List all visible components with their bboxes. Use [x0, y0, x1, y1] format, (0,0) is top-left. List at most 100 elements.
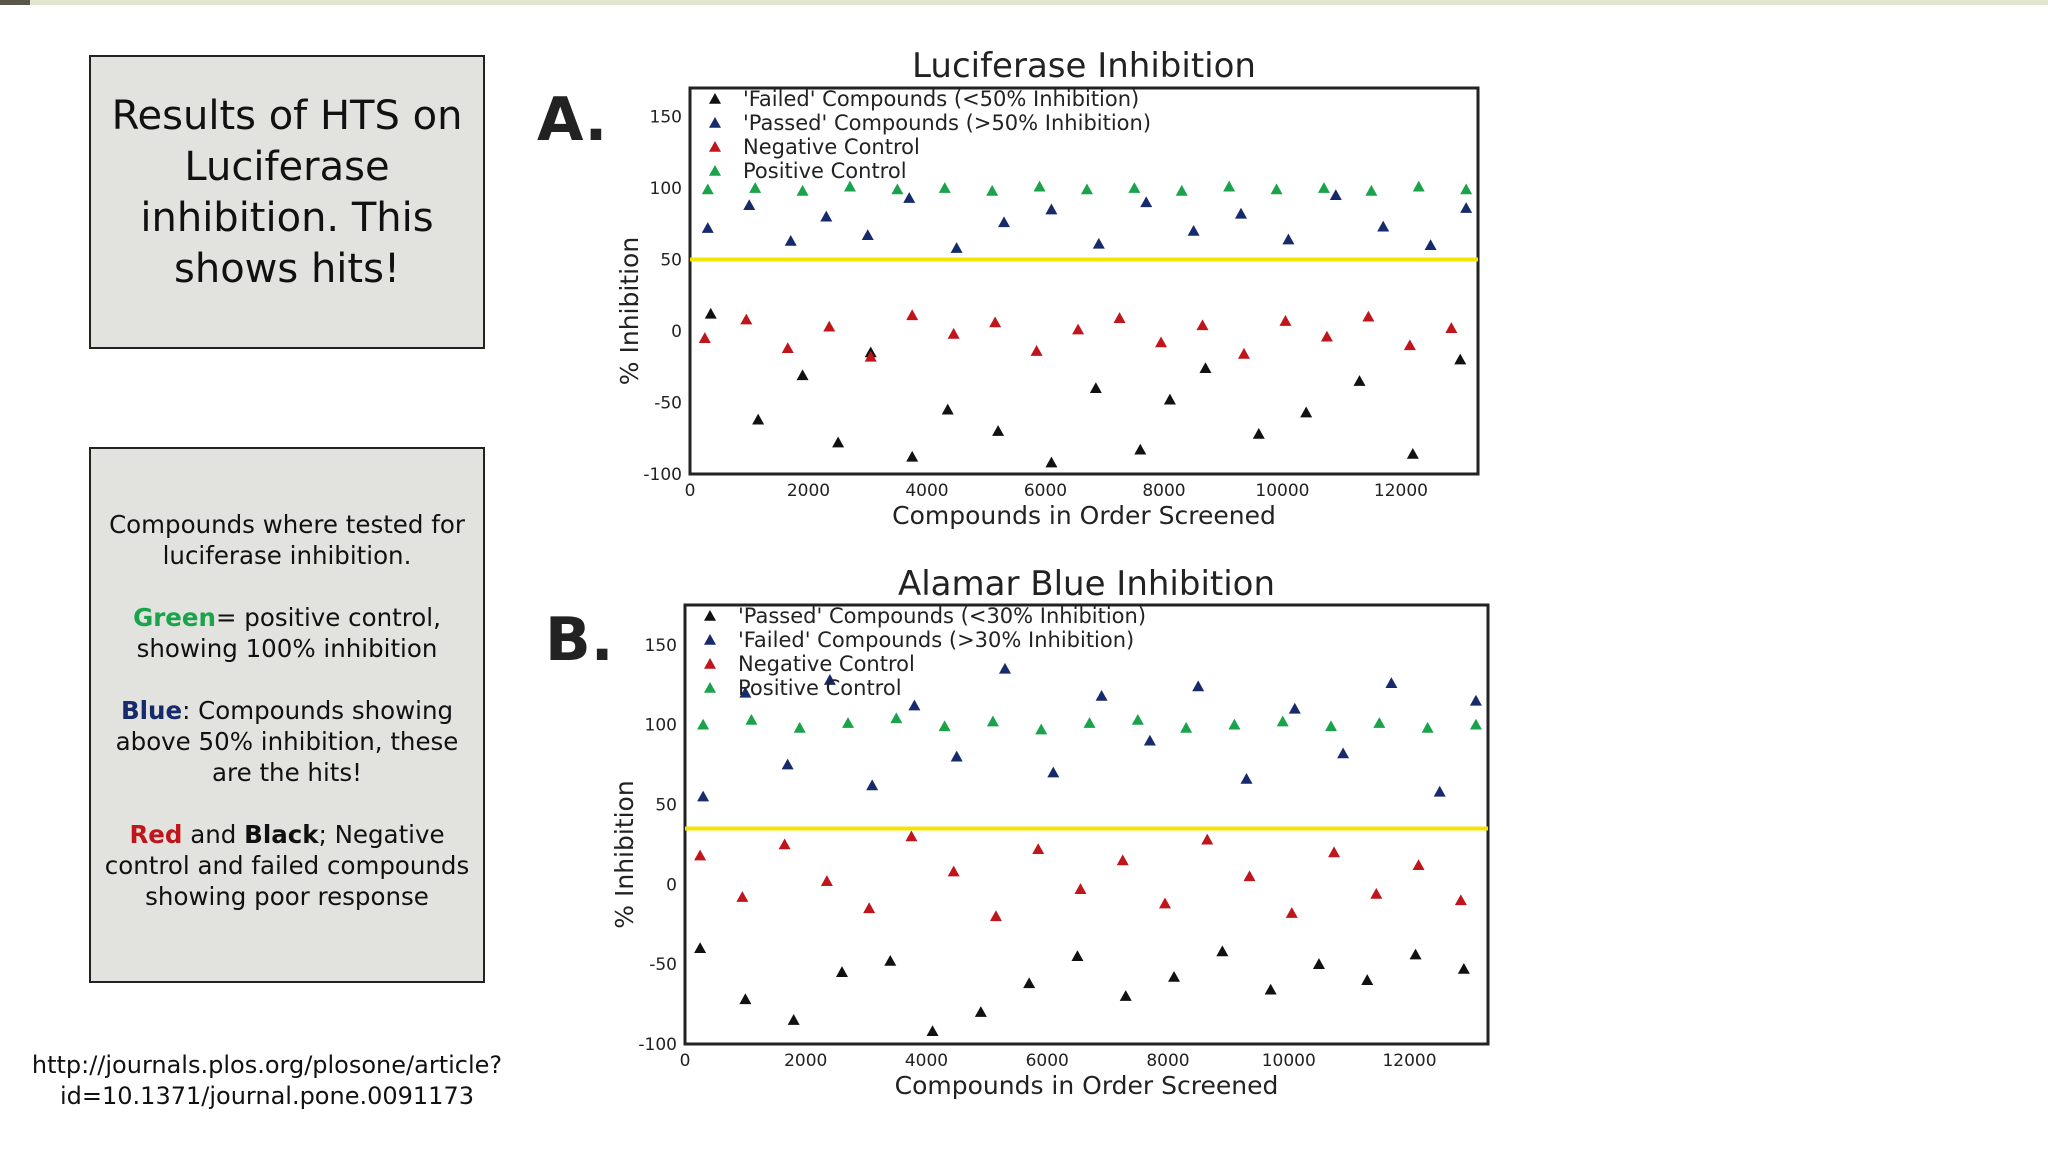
data-point-2: [1192, 680, 1205, 692]
data-point-2: [866, 779, 879, 791]
data-point-3: [1328, 846, 1341, 858]
data-point-1: [926, 1025, 939, 1037]
data-point-4: [1175, 184, 1188, 196]
data-point-1: [704, 307, 717, 319]
x-tick-label: 8000: [1142, 481, 1185, 501]
data-point-2: [1469, 694, 1482, 706]
x-tick-label: 6000: [1024, 481, 1067, 501]
data-point-3: [947, 865, 960, 877]
legend-marker: [704, 658, 716, 669]
y-tick-label: 50: [660, 251, 682, 271]
data-point-2: [784, 234, 797, 246]
data-point-2: [1282, 233, 1295, 245]
data-point-1: [752, 413, 765, 425]
data-point-3: [1445, 322, 1458, 333]
data-point-3: [1403, 339, 1416, 351]
explanation-intro: Compounds where tested for luciferase in…: [109, 510, 465, 570]
data-point-3: [905, 830, 918, 842]
citation-link[interactable]: http://journals.plos.org/plosone/article…: [31, 1051, 503, 1110]
y-axis-label: % Inhibition: [615, 237, 644, 385]
data-point-4: [697, 718, 710, 730]
y-tick-label: 100: [645, 716, 677, 736]
data-point-4: [1365, 184, 1378, 196]
data-point-4: [1373, 717, 1386, 728]
y-tick-label: 150: [645, 636, 677, 656]
data-point-2: [1235, 207, 1248, 219]
data-point-4: [1469, 718, 1482, 730]
data-point-1: [787, 1014, 800, 1025]
green-description: = positive control, showing 100% inhibit…: [136, 603, 441, 663]
data-point-3: [1243, 870, 1256, 882]
data-point-1: [1134, 443, 1147, 455]
explanation-blue: Blue: Compounds showing above 50% inhibi…: [101, 695, 473, 788]
data-point-3: [1158, 897, 1171, 909]
data-point-1: [1168, 970, 1181, 982]
data-point-1: [1089, 382, 1102, 394]
x-tick-label: 12000: [1382, 1051, 1436, 1071]
top-accent-marker: [0, 0, 30, 5]
data-point-2: [701, 222, 714, 233]
data-point-3: [863, 902, 876, 914]
data-point-1: [1023, 977, 1036, 989]
data-point-3: [1362, 310, 1375, 322]
data-point-3: [778, 838, 791, 850]
x-tick-label: 4000: [905, 1051, 948, 1071]
chart-luciferase-inhibition: Luciferase Inhibition -100 -50 0 50 100 150 0 20…: [615, 46, 1480, 530]
legend-marker: [704, 610, 716, 621]
data-point-2: [950, 242, 963, 253]
x-tick-label: 0: [680, 1051, 691, 1071]
keyword-green: Green: [133, 603, 216, 632]
y-tick-label: 50: [655, 796, 677, 816]
data-point-3: [1032, 843, 1045, 855]
data-point-4: [701, 183, 714, 195]
keyword-red: Red: [129, 820, 183, 849]
data-point-2: [950, 750, 963, 762]
data-point-2: [1045, 203, 1058, 215]
data-point-1: [1216, 945, 1229, 957]
data-point-3: [1201, 833, 1214, 845]
y-tick-label: 0: [671, 322, 682, 342]
data-point-2: [820, 210, 833, 222]
data-point-1: [835, 966, 848, 977]
data-point-3: [1412, 859, 1425, 871]
data-point-3: [1285, 907, 1298, 918]
data-point-1: [1361, 974, 1374, 985]
data-point-2: [823, 674, 836, 685]
data-point-2: [1288, 702, 1301, 714]
data-point-2: [1329, 189, 1342, 201]
data-point-4: [1083, 717, 1096, 728]
data-point-1: [1163, 393, 1176, 405]
legend-marker: [709, 141, 721, 152]
data-point-3: [1454, 894, 1467, 906]
data-point-4: [1228, 718, 1241, 730]
data-point-2: [861, 229, 874, 241]
x-tick-label: 0: [685, 481, 696, 501]
data-point-2: [743, 199, 756, 211]
panel-letter-b: B.: [545, 605, 614, 675]
data-point-3: [694, 849, 707, 861]
data-point-3: [906, 309, 919, 321]
chart-title: Alamar Blue Inhibition: [898, 564, 1275, 604]
data-point-4: [1270, 183, 1283, 195]
data-point-4: [986, 184, 999, 196]
data-point-3: [989, 316, 1002, 328]
y-tick-label: 100: [650, 179, 682, 199]
data-point-1: [941, 403, 954, 415]
data-point-1: [739, 993, 752, 1005]
data-point-4: [1080, 183, 1093, 195]
data-point-4: [843, 180, 856, 192]
data-point-3: [1196, 319, 1209, 331]
data-point-4: [1131, 713, 1144, 725]
legend-marker: [704, 682, 716, 693]
x-tick-label: 10000: [1262, 1051, 1316, 1071]
data-point-3: [1155, 336, 1168, 348]
legend-label: Negative Control: [743, 135, 920, 159]
legend-marker: [709, 165, 721, 176]
data-point-4: [842, 717, 855, 728]
data-point-3: [947, 327, 960, 339]
panel-letter-a: A.: [537, 85, 608, 155]
explanation-text: Compounds where tested for luciferase in…: [91, 509, 483, 943]
legend-label: Positive Control: [738, 676, 902, 700]
data-point-1: [1119, 990, 1132, 1001]
data-point-2: [1240, 773, 1253, 784]
